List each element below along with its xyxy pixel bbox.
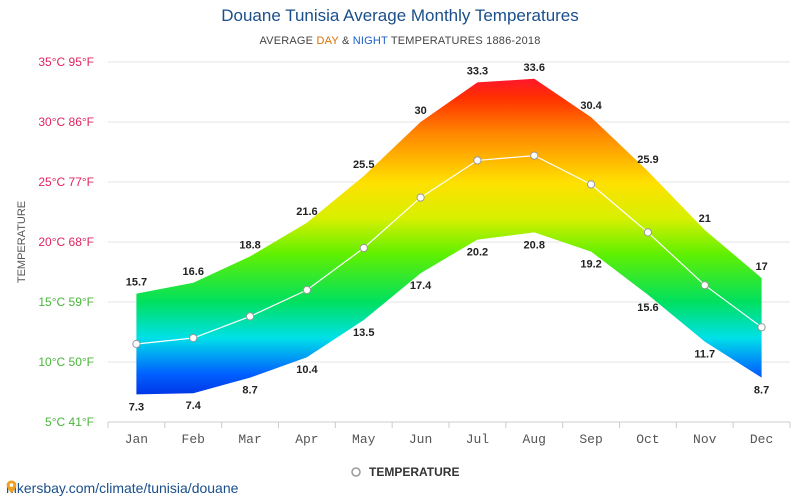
x-tick-label: Jul	[466, 432, 490, 447]
y-tick-label: 15°C 59°F	[38, 295, 94, 309]
night-value-label: 7.4	[186, 400, 202, 412]
night-value-label: 8.7	[242, 385, 257, 397]
footer-url[interactable]: hikersbay.com/climate/tunisia/douane	[6, 480, 239, 496]
average-point-apr[interactable]	[302, 285, 312, 295]
y-tick-label: 5°C 41°F	[45, 415, 94, 429]
average-point-feb[interactable]	[189, 333, 198, 343]
average-temperature-line	[136, 154, 762, 345]
y-tick-label: 30°C 86°F	[38, 115, 94, 129]
legend-label[interactable]: TEMPERATURE	[369, 465, 459, 479]
subtitle-prefix: AVERAGE	[259, 35, 317, 47]
average-point-jan[interactable]	[132, 339, 141, 349]
average-point-aug[interactable]	[530, 151, 539, 160]
average-line	[136, 154, 762, 345]
subtitle-suffix: TEMPERATURES 1886-2018	[387, 35, 541, 47]
x-tick-label: Feb	[182, 432, 205, 447]
day-value-label: 25.5	[353, 159, 374, 171]
y-axis-ticks: 35°C 95°F 30°C 86°F 25°C 77°F 20°C 68°F 15°C…	[38, 55, 94, 429]
x-tick-label: Jan	[125, 432, 148, 447]
x-tick-label: Sep	[579, 432, 602, 447]
x-tick-label: Dec	[750, 432, 773, 447]
chart-subtitle: AVERAGE DAY & NIGHT TEMPERATURES 1886-20…	[0, 35, 800, 47]
average-point-may[interactable]	[359, 243, 368, 253]
chart-title: Douane Tunisia Average Monthly Temperatu…	[221, 6, 579, 25]
legend[interactable]: TEMPERATURE	[351, 465, 459, 479]
average-temperature-markers	[132, 151, 766, 349]
day-value-label: 30.4	[580, 100, 602, 112]
average-point-jul[interactable]	[473, 156, 482, 165]
night-value-label: 8.7	[754, 385, 769, 397]
x-tick-label: Mar	[238, 432, 261, 447]
average-point-sep[interactable]	[586, 180, 596, 189]
night-value-label: 7.3	[129, 401, 144, 413]
day-value-label: 30	[414, 105, 426, 117]
location-pin-icon	[6, 480, 17, 494]
y-tick-label: 35°C 95°F	[38, 55, 94, 69]
average-point-mar[interactable]	[245, 312, 255, 321]
x-tick-label: May	[352, 432, 376, 447]
footer-link[interactable]: hikersbay.com/climate/tunisia/douane	[6, 480, 238, 496]
legend-marker-icon	[351, 467, 361, 477]
subtitle-day: DAY	[316, 35, 339, 47]
day-value-label: 16.6	[183, 266, 204, 278]
day-value-label: 17	[755, 261, 767, 273]
night-value-label: 20.2	[467, 247, 488, 259]
average-point-nov[interactable]	[700, 281, 709, 290]
day-value-label: 25.9	[637, 154, 658, 166]
y-tick-label: 10°C 50°F	[38, 355, 94, 369]
night-value-label: 17.4	[410, 280, 432, 292]
day-value-label: 33.6	[524, 62, 545, 74]
value-labels: 15.7 16.6 18.8 21.6 25.5 30 33.3 33.6 30.4 25.9 21…	[126, 62, 770, 414]
day-value-label: 21.6	[296, 206, 317, 218]
day-value-label: 33.3	[467, 65, 488, 77]
x-tick-label: Aug	[523, 432, 546, 447]
night-value-label: 15.6	[637, 302, 658, 314]
y-axis-label: TEMPERATURE	[16, 201, 28, 283]
night-value-label: 10.4	[296, 364, 318, 376]
x-tick-label: Nov	[693, 432, 717, 447]
subtitle-amp: &	[338, 35, 353, 47]
y-tick-label: 20°C 68°F	[38, 235, 94, 249]
night-value-label: 13.5	[353, 327, 374, 339]
night-value-label: 11.7	[694, 349, 715, 361]
x-tick-label: Jun	[409, 432, 432, 447]
x-tick-label: Apr	[295, 432, 318, 447]
day-value-label: 21	[699, 213, 711, 225]
x-axis: Jan Feb Mar Apr May Jun Jul Aug Sep Oct Nov Dec	[107, 421, 791, 447]
average-point-jun[interactable]	[416, 193, 425, 202]
day-value-label: 18.8	[239, 239, 260, 251]
average-point-dec[interactable]	[757, 323, 766, 332]
y-tick-label: 25°C 77°F	[38, 175, 94, 189]
subtitle-night: NIGHT	[352, 35, 388, 47]
night-value-label: 19.2	[580, 259, 601, 271]
night-value-label: 20.8	[524, 239, 545, 251]
average-point-oct[interactable]	[643, 228, 653, 237]
day-value-label: 15.7	[126, 277, 147, 289]
x-tick-label: Oct	[636, 432, 659, 447]
